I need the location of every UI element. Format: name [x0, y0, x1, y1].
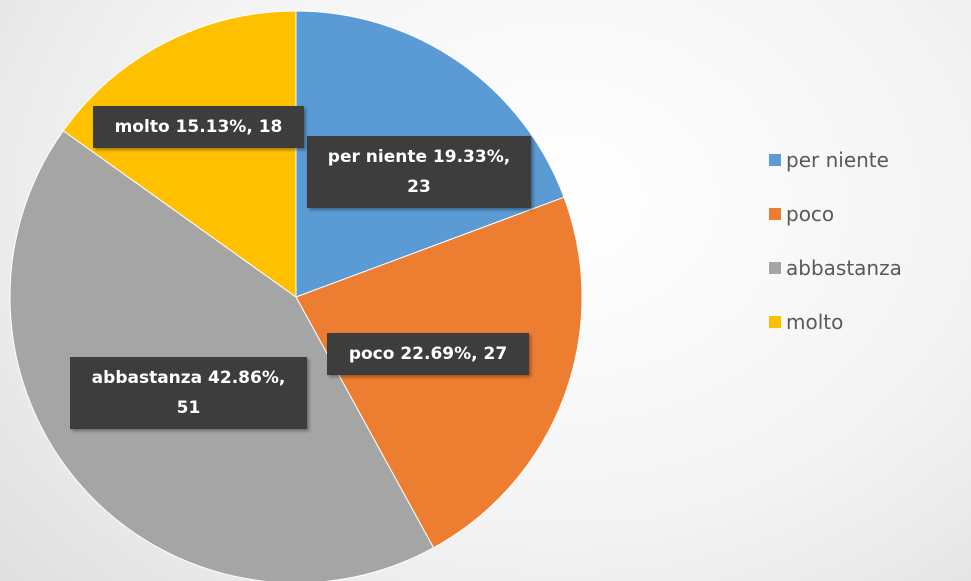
- legend-swatch: [769, 262, 781, 274]
- legend-label: poco: [786, 202, 835, 226]
- legend-swatch: [769, 208, 781, 220]
- legend-swatch: [769, 154, 781, 166]
- legend-item: abbastanza: [769, 256, 902, 280]
- data-label: per niente 19.33%, 23: [307, 136, 531, 208]
- legend-label: abbastanza: [786, 256, 902, 280]
- legend-label: per niente: [786, 148, 889, 172]
- data-label: molto 15.13%, 18: [93, 106, 304, 148]
- legend-item: poco: [769, 202, 834, 226]
- data-label: abbastanza 42.86%, 51: [70, 357, 307, 429]
- legend-item: molto: [769, 310, 843, 334]
- legend-label: molto: [786, 310, 844, 334]
- data-label: poco 22.69%, 27: [327, 333, 529, 375]
- legend-item: per niente: [769, 148, 889, 172]
- pie-slice: [62, 10, 297, 298]
- legend-swatch: [769, 316, 781, 328]
